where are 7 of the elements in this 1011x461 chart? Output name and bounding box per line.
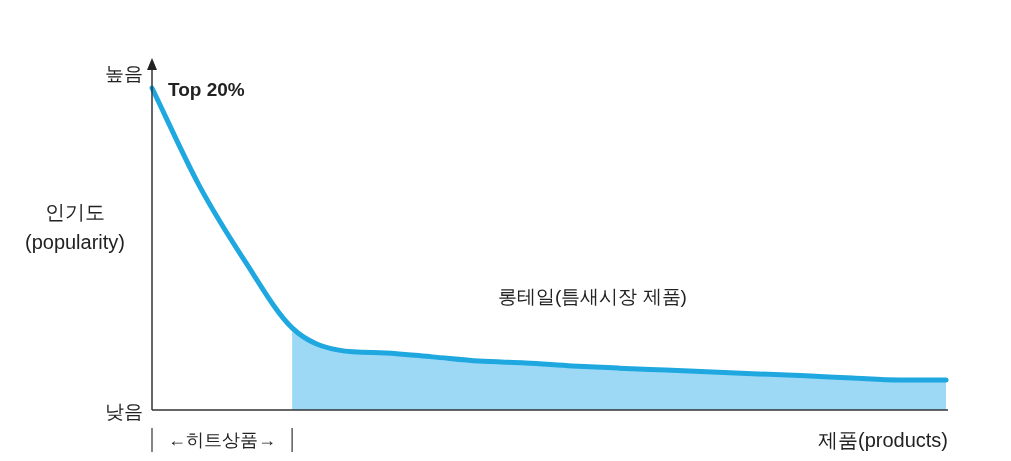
text: 높음 xyxy=(105,63,143,84)
text: 낮음 xyxy=(105,401,143,422)
annotation: Top 20% xyxy=(168,79,245,100)
annotation: 롱테일(틈새시장 제품) xyxy=(498,286,687,307)
text: ←히트상품→ xyxy=(168,430,277,450)
x-axis-title: 제품(products) xyxy=(817,429,948,451)
y-axis-title: 인기도 (popularity) xyxy=(24,201,126,253)
